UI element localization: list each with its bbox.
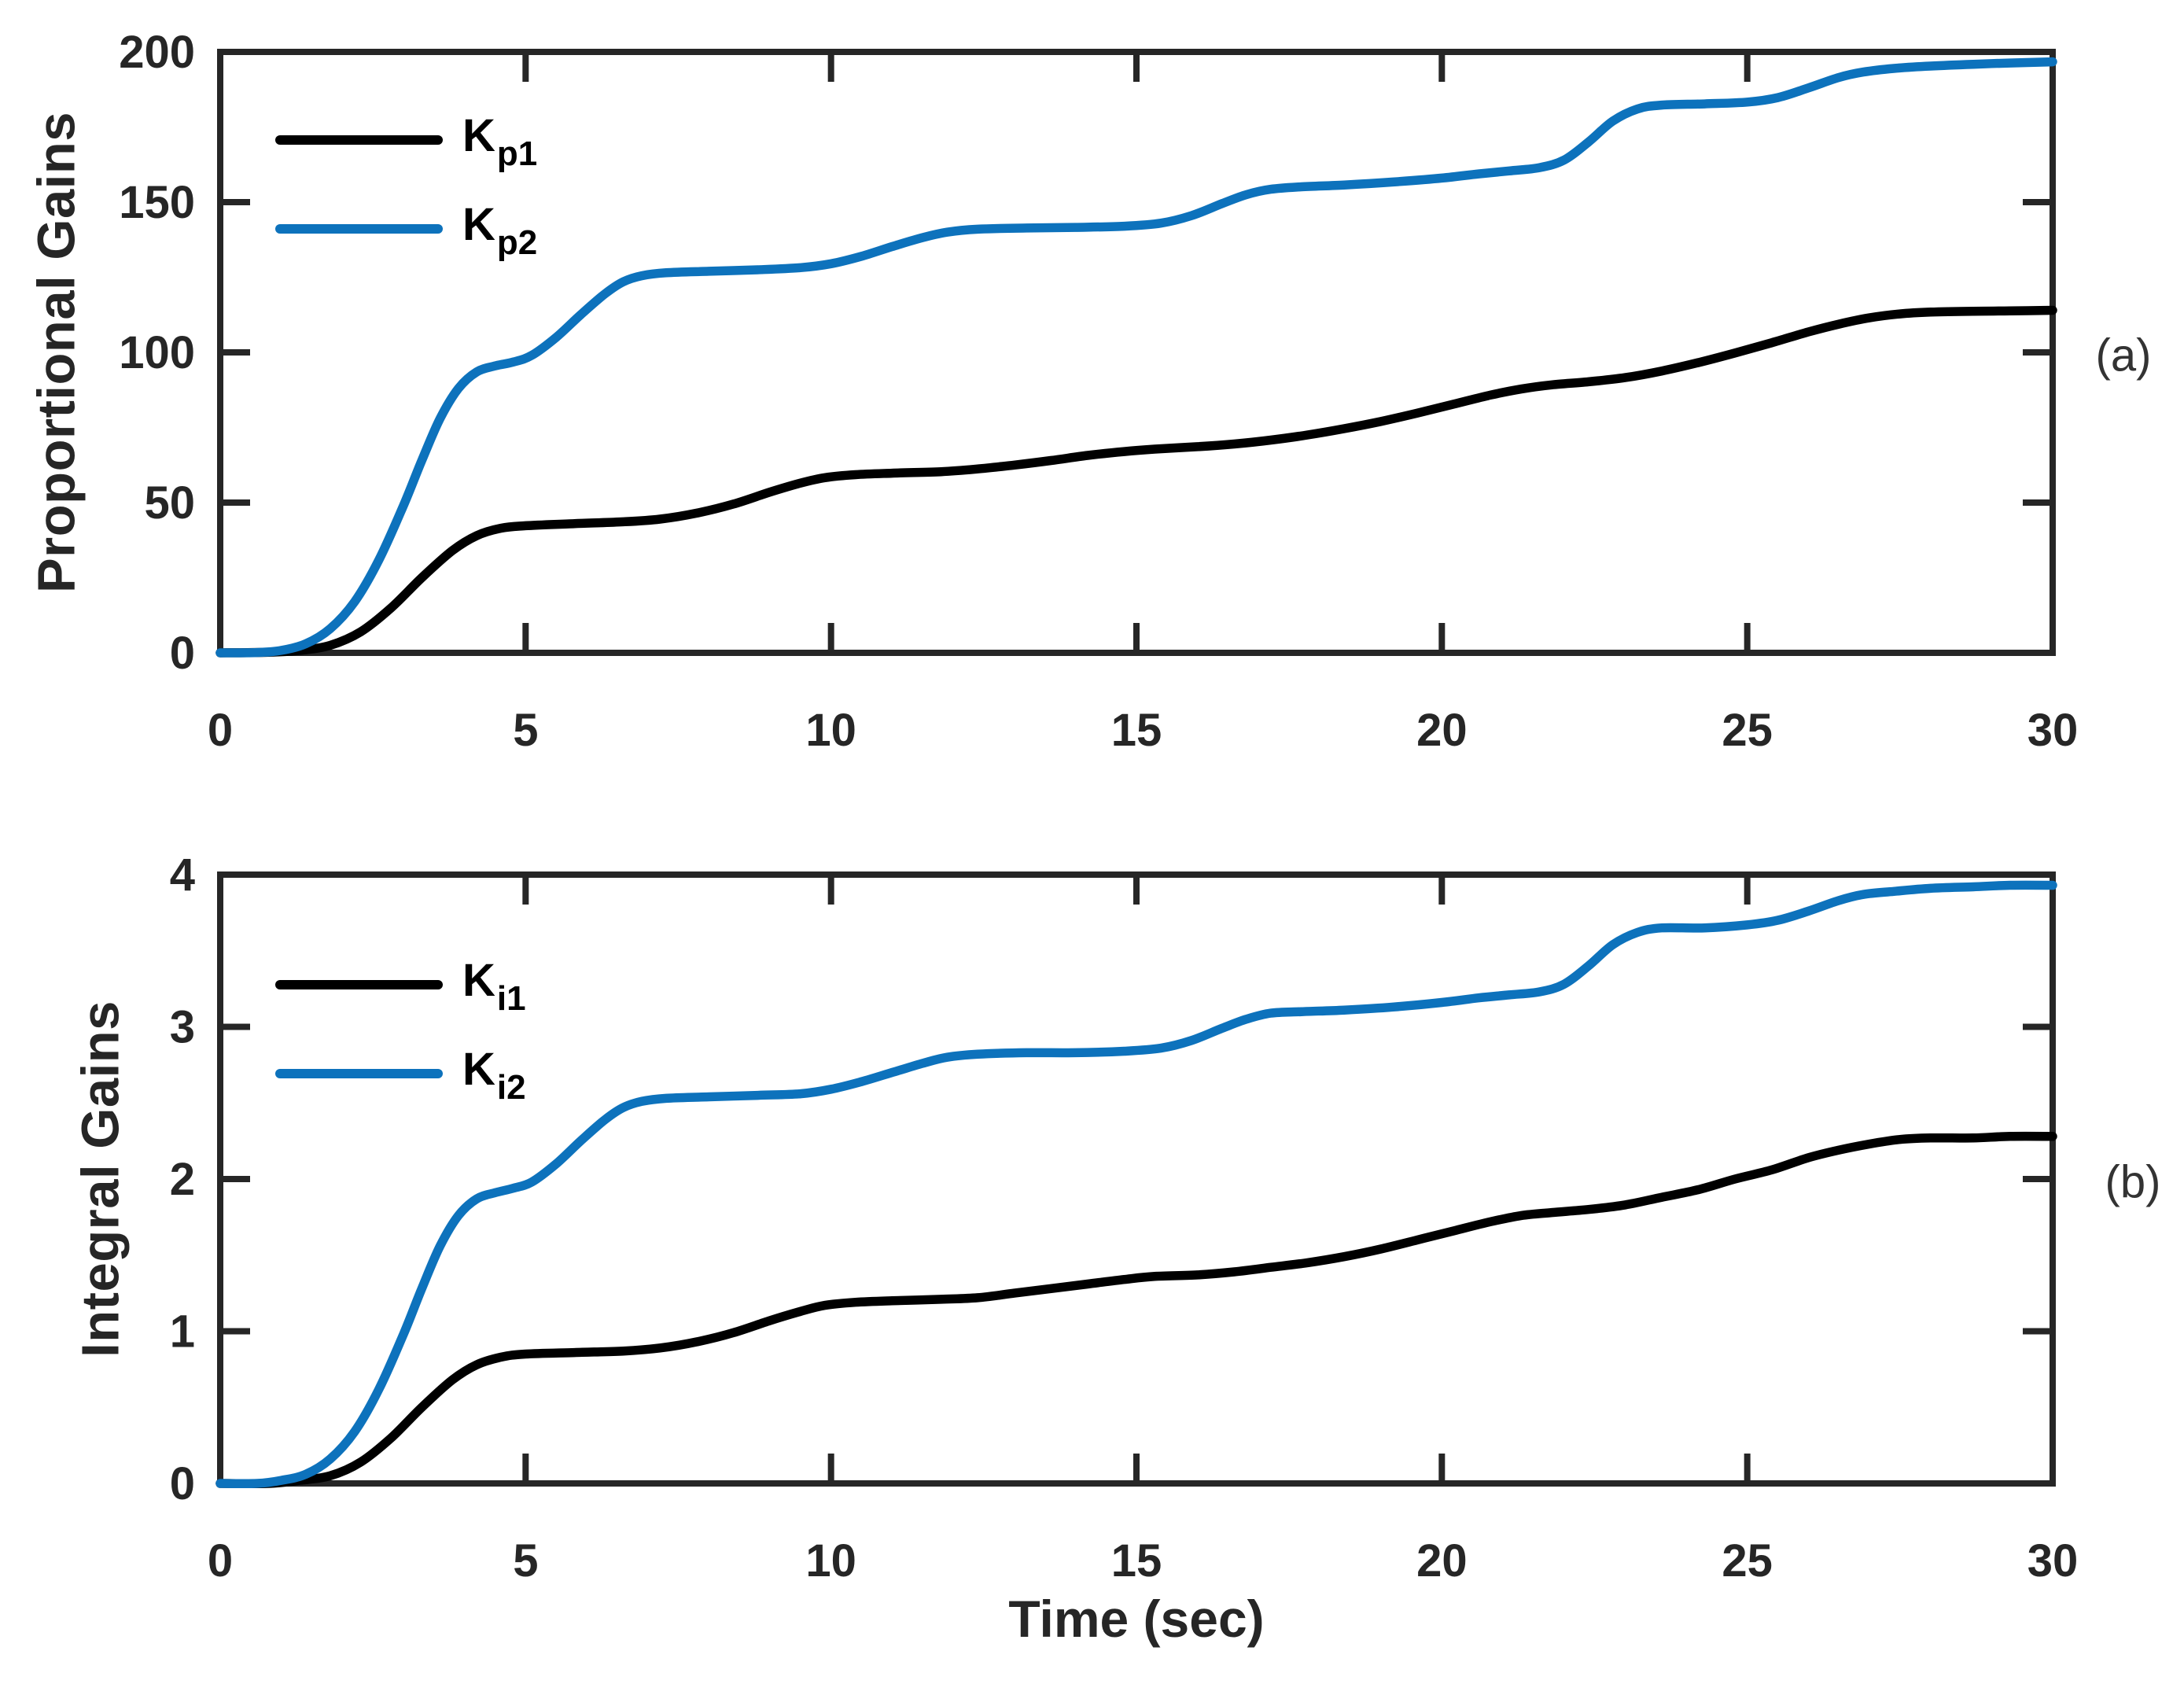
x-tick-label: 15: [1111, 1535, 1162, 1586]
x-tick-label: 10: [805, 705, 856, 756]
y-tick-label: 0: [170, 628, 195, 679]
series-line-kp1: [215, 305, 2057, 658]
y-tick-label: 200: [119, 27, 195, 78]
x-tick-label: 30: [2027, 705, 2079, 756]
legend-label-ki1: Ki1: [462, 955, 526, 1018]
panel-b-axes: 0 5 10 15 20 25 30 0 1 2 3 4: [170, 849, 2079, 1586]
x-tick-label: 20: [1416, 705, 1468, 756]
x-tick-label: 0: [208, 705, 233, 756]
legend-line-sample-kp2: [275, 224, 443, 234]
y-tick-label: 1: [170, 1306, 195, 1358]
legend-label-kp2: Kp2: [462, 199, 538, 262]
panel-label-b: (b): [2105, 1156, 2161, 1208]
panel-label-a: (a): [2095, 330, 2152, 381]
legend-line-sample-kp1: [275, 135, 443, 145]
series-line-ki1: [215, 1131, 2057, 1489]
x-tick-label: 15: [1111, 705, 1162, 756]
y-tick-label: 4: [170, 849, 195, 901]
legend-label-ki2: Ki2: [462, 1044, 526, 1107]
y-axis-label-integral-gains: Integral Gains: [71, 1000, 131, 1358]
series-line-ki2: [215, 880, 2057, 1489]
x-tick-label: 5: [513, 705, 538, 756]
x-tick-label: 20: [1416, 1535, 1468, 1586]
y-tick-label: 0: [170, 1458, 195, 1509]
x-tick-label: 25: [1722, 1535, 1773, 1586]
y-tick-label: 3: [170, 1002, 195, 1053]
legend-label-kp1: Kp1: [462, 110, 538, 173]
x-tick-label: 30: [2027, 1535, 2079, 1586]
series-line-kp2: [215, 57, 2057, 658]
x-tick-label: 25: [1722, 705, 1773, 756]
x-tick-label: 10: [805, 1535, 856, 1586]
y-tick-label: 50: [144, 477, 195, 529]
panel-a-axes: 0 5 10 15 20 25 30 0 50 100 150 200: [119, 27, 2078, 756]
x-axis-label-time: Time (sec): [1008, 1590, 1265, 1648]
y-axis-label-proportional-gains: Proportional Gains: [27, 111, 87, 594]
legend-line-sample-ki1: [275, 980, 443, 989]
y-tick-label: 150: [119, 177, 195, 228]
x-tick-label: 0: [208, 1535, 233, 1586]
x-tick-label: 5: [513, 1535, 538, 1586]
y-tick-label: 100: [119, 327, 195, 378]
legend-line-sample-ki2: [275, 1069, 443, 1078]
y-tick-label: 2: [170, 1154, 195, 1205]
